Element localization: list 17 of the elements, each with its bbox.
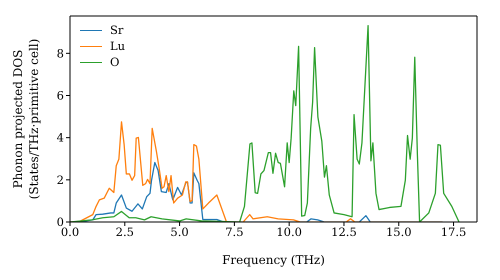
x-axis-title: Frequency (THz) [222,253,325,267]
y-tick-label: 4 [56,130,64,145]
line-series [70,25,460,222]
y-tick-label: 8 [56,46,64,60]
y-tick-label: 2 [56,172,64,187]
x-tick-label: 15.0 [386,225,412,240]
legend-label: Sr [110,22,124,38]
legend-label: Lu [110,38,126,54]
y-tick-label: 6 [56,88,64,103]
legend-label: O [110,54,120,70]
x-tick-label: 5.0 [170,225,189,240]
y-axis-title: Phonon projected DOS (States/THz·primitive cell) [11,38,41,200]
x-tick-label: 10.0 [276,225,302,240]
x-tick-label: 7.5 [225,225,244,240]
x-tick-label: 17.5 [440,225,466,240]
x-tick-label: 12.5 [331,225,357,240]
x-tick-label: 2.5 [116,225,134,240]
